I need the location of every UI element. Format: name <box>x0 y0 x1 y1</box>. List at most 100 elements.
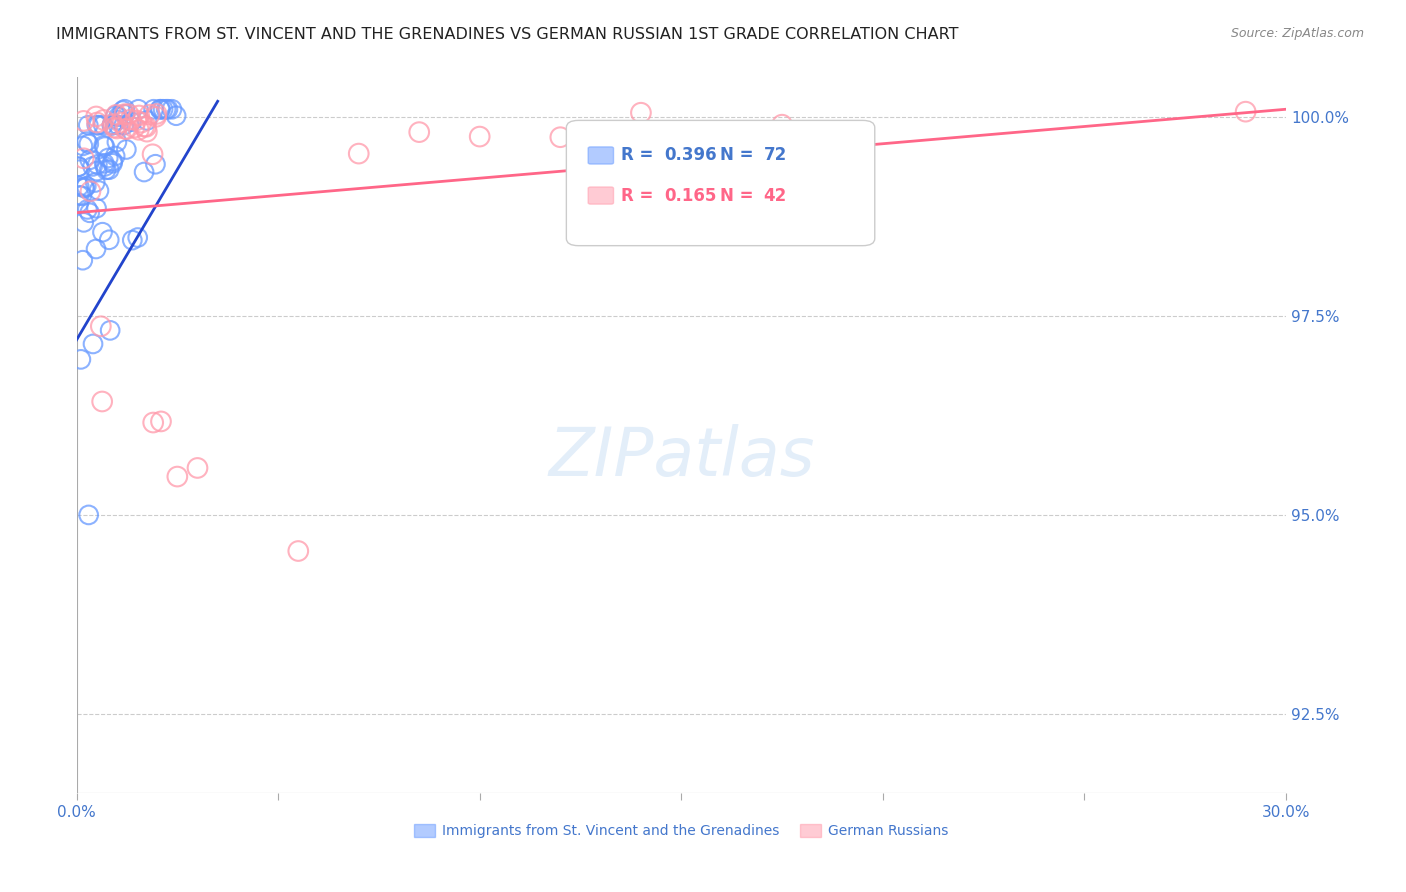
Point <box>105 108 128 122</box>
Text: ZIPatlas: ZIPatlas <box>548 424 814 490</box>
Point <box>770 118 793 132</box>
Point <box>91 118 114 132</box>
Point <box>79 206 101 220</box>
Point <box>104 109 127 123</box>
Point <box>105 135 128 149</box>
Text: R =: R = <box>621 186 659 204</box>
Point <box>86 118 108 132</box>
Point <box>166 469 188 483</box>
Point <box>86 164 108 178</box>
Point <box>114 107 136 121</box>
Point <box>73 215 96 229</box>
Point <box>98 233 121 247</box>
Point <box>408 125 430 139</box>
Point <box>86 201 108 215</box>
Point <box>112 118 135 132</box>
Point <box>93 112 115 127</box>
Point <box>76 135 98 149</box>
Point <box>132 165 155 179</box>
Point <box>72 114 94 128</box>
Point <box>96 162 118 177</box>
Point <box>94 139 117 153</box>
Text: 42: 42 <box>763 186 787 204</box>
Point <box>114 107 136 121</box>
Point <box>101 118 124 132</box>
Point <box>94 160 117 174</box>
Point <box>136 113 159 128</box>
Point <box>76 202 98 217</box>
Point <box>77 136 100 151</box>
Point <box>84 176 107 190</box>
Point <box>131 115 153 129</box>
Point <box>86 115 108 129</box>
Point <box>75 179 97 194</box>
Point <box>69 162 91 177</box>
Point <box>104 149 127 163</box>
Point <box>149 102 172 116</box>
Point <box>87 184 110 198</box>
Point <box>134 120 156 134</box>
Text: 0.165: 0.165 <box>664 186 717 204</box>
Point <box>79 184 101 198</box>
Point <box>84 110 107 124</box>
Point <box>156 102 179 116</box>
Point <box>73 180 96 194</box>
Text: Source: ZipAtlas.com: Source: ZipAtlas.com <box>1230 27 1364 40</box>
Point <box>152 102 174 116</box>
Text: R =: R = <box>621 146 659 164</box>
Point <box>84 242 107 256</box>
Point <box>135 125 157 139</box>
Point <box>70 352 93 367</box>
Point <box>67 179 90 194</box>
Point <box>103 120 125 135</box>
Point <box>127 102 149 116</box>
Point <box>121 233 143 247</box>
Point <box>142 147 165 161</box>
Point <box>145 157 167 171</box>
Point <box>67 160 90 174</box>
Point <box>138 108 160 122</box>
FancyBboxPatch shape <box>588 147 613 164</box>
Point <box>73 151 96 165</box>
Point <box>91 225 114 239</box>
Point <box>160 102 183 116</box>
Point <box>114 121 136 136</box>
Point <box>630 105 652 120</box>
Point <box>287 544 309 558</box>
Point <box>127 230 149 244</box>
FancyBboxPatch shape <box>588 187 613 204</box>
Point <box>98 162 121 177</box>
Point <box>145 107 167 121</box>
Point <box>101 154 124 169</box>
Point <box>107 118 129 132</box>
Point <box>135 120 157 134</box>
Point <box>91 394 114 409</box>
Point <box>114 102 136 116</box>
Point <box>101 156 124 170</box>
Point <box>105 121 128 136</box>
Point <box>73 181 96 195</box>
Text: 72: 72 <box>763 146 787 164</box>
Point <box>67 196 90 211</box>
Point <box>90 319 112 334</box>
Point <box>186 461 208 475</box>
Point <box>115 143 138 157</box>
Point <box>145 110 167 124</box>
Point <box>128 123 150 137</box>
FancyBboxPatch shape <box>567 120 875 245</box>
Point <box>149 102 172 116</box>
Point <box>107 113 129 128</box>
Point <box>79 153 101 167</box>
Point <box>347 146 370 161</box>
Point <box>93 156 115 170</box>
Point <box>101 118 124 132</box>
Legend: Immigrants from St. Vincent and the Grenadines, German Russians: Immigrants from St. Vincent and the Gren… <box>409 819 953 844</box>
Point <box>82 337 104 351</box>
Point <box>117 107 139 121</box>
Point <box>72 139 94 153</box>
Point <box>111 103 134 118</box>
Text: 0.396: 0.396 <box>664 146 717 164</box>
Text: N =: N = <box>720 186 759 204</box>
Point <box>93 138 115 153</box>
Point <box>468 129 491 144</box>
